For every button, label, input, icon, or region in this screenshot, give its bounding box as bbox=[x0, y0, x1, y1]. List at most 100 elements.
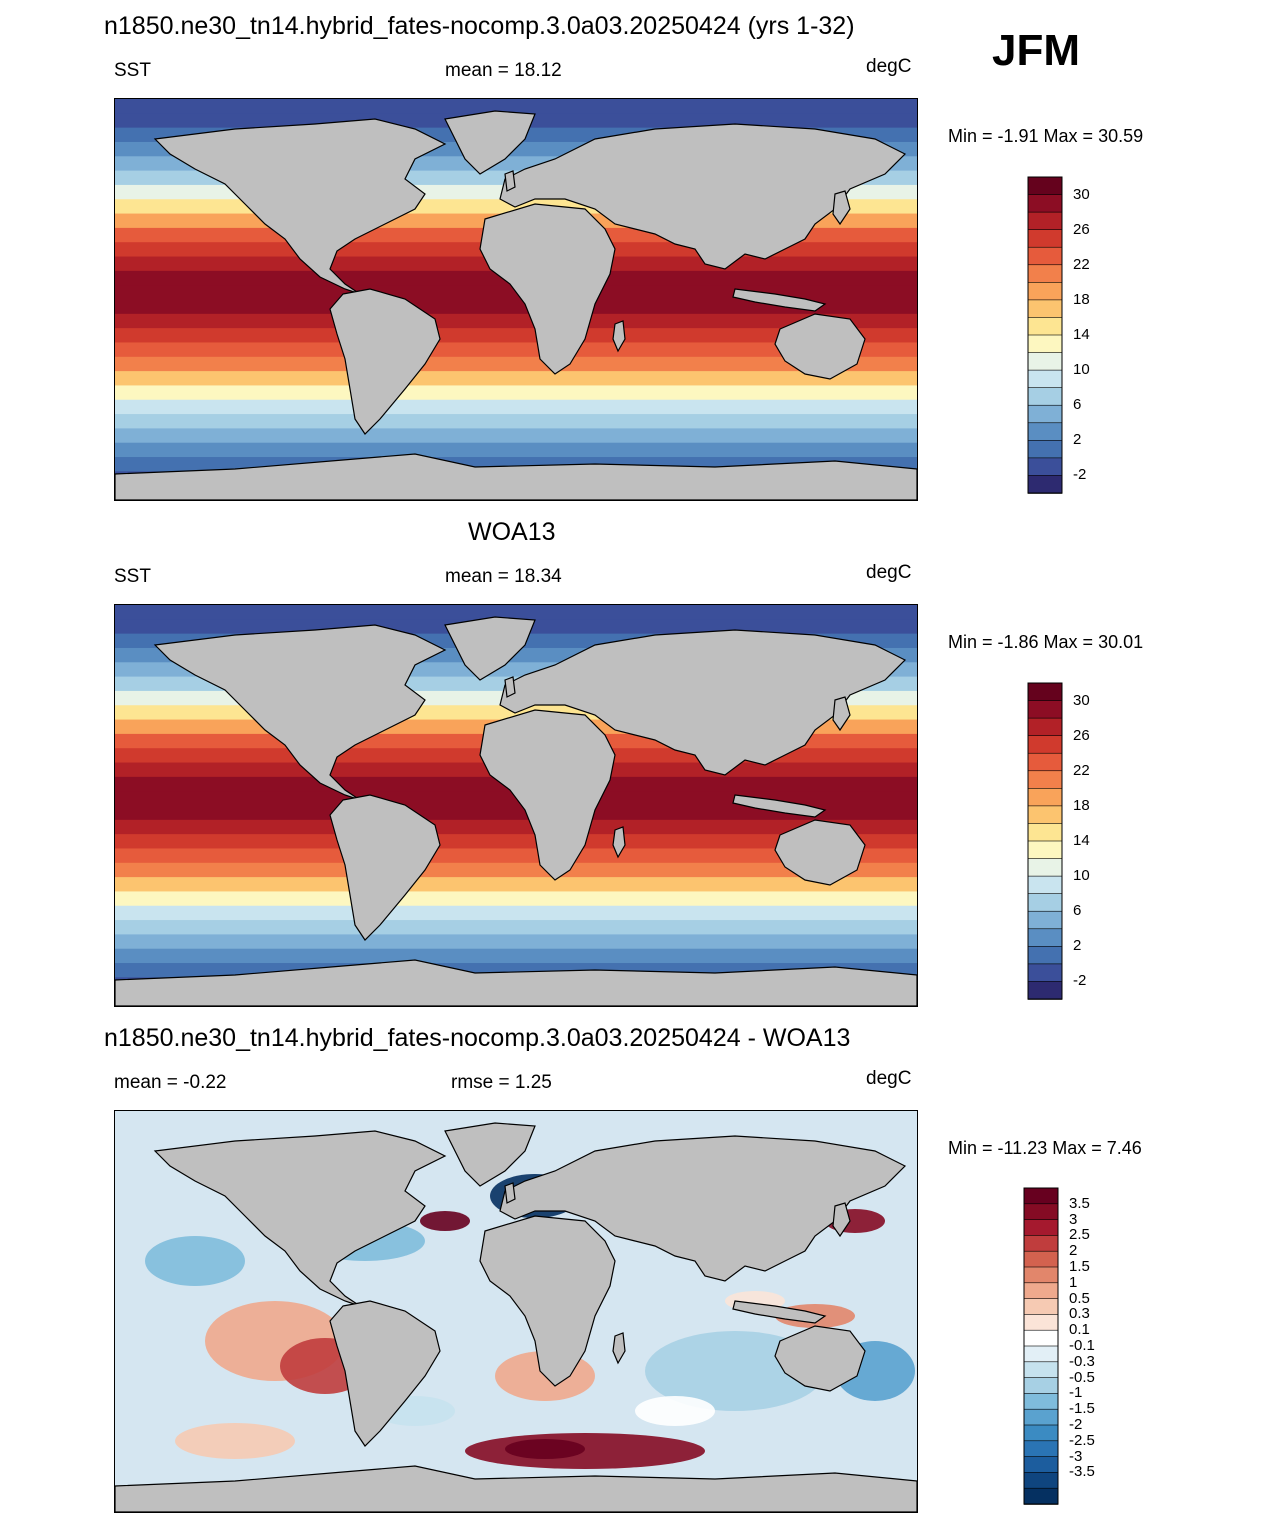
colorbar-swatch bbox=[1023, 1472, 1059, 1489]
colorbar-tick-label: 22 bbox=[1073, 761, 1090, 779]
land-australia bbox=[774, 313, 866, 380]
sst-band bbox=[115, 934, 917, 950]
colorbar-tick-label: 14 bbox=[1073, 326, 1090, 343]
colorbar-tick-label: -1 bbox=[1069, 1384, 1083, 1402]
colorbar-tick-label: -2 bbox=[1073, 466, 1087, 484]
colorbar-swatch bbox=[1027, 317, 1063, 336]
panel1-map bbox=[114, 98, 918, 501]
land-north-america bbox=[153, 118, 447, 295]
sst-band bbox=[115, 328, 917, 344]
panel1-colorbar: 30 26 22 18 14 10 6 2 -2 bbox=[1027, 176, 1107, 494]
season-label: JFM bbox=[992, 26, 1080, 75]
panel2-units: degC bbox=[866, 562, 912, 583]
colorbar-swatch bbox=[1027, 299, 1063, 319]
panel2-minmax: Min = -1.86 Max = 30.01 bbox=[948, 632, 1144, 652]
land-south-america bbox=[329, 288, 441, 435]
colorbar-swatch bbox=[1027, 875, 1063, 895]
sst-band bbox=[115, 342, 917, 358]
colorbar-swatch bbox=[1027, 211, 1063, 231]
land-uk bbox=[504, 676, 516, 698]
colorbar-swatch bbox=[1027, 387, 1063, 407]
sst-band bbox=[115, 848, 917, 864]
land-madagascar bbox=[612, 320, 626, 353]
sst-band bbox=[115, 834, 917, 850]
land-madagascar bbox=[612, 826, 626, 859]
sst-band bbox=[115, 399, 917, 416]
colorbar-swatch bbox=[1027, 176, 1063, 196]
colorbar-swatch bbox=[1027, 369, 1063, 389]
colorbar-swatch bbox=[1027, 963, 1063, 983]
colorbar-swatch bbox=[1027, 910, 1063, 930]
colorbar-swatch bbox=[1027, 735, 1063, 755]
sst-band bbox=[115, 99, 917, 115]
sst-band bbox=[115, 428, 917, 444]
land-north-america bbox=[153, 624, 447, 801]
panel1-variable: SST bbox=[114, 60, 151, 81]
colorbar-swatch bbox=[1027, 858, 1063, 877]
colorbar-tick-label: 6 bbox=[1073, 396, 1082, 414]
colorbar-swatch bbox=[1027, 422, 1063, 442]
colorbar-tick-label: 18 bbox=[1073, 796, 1090, 814]
panel3-rmse: rmse = 1.25 bbox=[451, 1072, 552, 1093]
colorbar-tick-label: 3.5 bbox=[1069, 1194, 1090, 1212]
anomaly-patch bbox=[465, 1433, 705, 1469]
colorbar-tick-label: -2.5 bbox=[1069, 1431, 1095, 1449]
colorbar-tick-label: 1 bbox=[1069, 1273, 1078, 1291]
colorbar-swatch bbox=[1027, 404, 1063, 424]
colorbar-tick-label: 0.1 bbox=[1069, 1321, 1090, 1339]
colorbar-tick-label: 0.3 bbox=[1069, 1305, 1090, 1323]
colorbar-tick-label: -3.5 bbox=[1069, 1463, 1095, 1481]
panel3-mean: mean = -0.22 bbox=[114, 1072, 227, 1093]
panel3-units: degC bbox=[866, 1068, 912, 1089]
land-greenland bbox=[444, 616, 536, 681]
land-africa bbox=[479, 1215, 616, 1387]
colorbar-swatch bbox=[1023, 1235, 1059, 1253]
land-greenland bbox=[444, 1122, 536, 1187]
colorbar-swatch bbox=[1023, 1298, 1059, 1316]
colorbar-tick-label: -0.1 bbox=[1069, 1337, 1095, 1354]
colorbar-tick-label: 10 bbox=[1073, 867, 1090, 885]
colorbar-tick-label: -0.3 bbox=[1069, 1352, 1095, 1370]
colorbar-tick-label: 18 bbox=[1073, 290, 1090, 308]
sst-band bbox=[115, 442, 917, 459]
colorbar-tick-label: -1.5 bbox=[1069, 1400, 1095, 1418]
land-north-america bbox=[153, 1130, 447, 1307]
land-japan bbox=[832, 696, 851, 732]
colorbar-swatch bbox=[1023, 1408, 1059, 1426]
colorbar-swatch bbox=[1027, 770, 1063, 790]
colorbar-swatch bbox=[1027, 352, 1063, 371]
land-eurasia bbox=[499, 123, 907, 270]
colorbar-swatch bbox=[1027, 282, 1063, 301]
colorbar-tick-label: 30 bbox=[1073, 691, 1090, 709]
colorbar-swatch bbox=[1023, 1345, 1059, 1363]
panel3-colorbar: 3.5 3 2.5 2 1.5 1 0.5 0.3 0.1 -0.1 -0.3 -0.5 -1 -1.5-… bbox=[1023, 1187, 1113, 1505]
panel1-minmax: Min = -1.91 Max = 30.59 bbox=[948, 126, 1144, 146]
sst-band bbox=[115, 905, 917, 922]
land-australia bbox=[774, 819, 866, 886]
colorbar-tick-label: -2 bbox=[1069, 1416, 1083, 1433]
land-africa bbox=[479, 709, 616, 881]
land-antarctica bbox=[115, 453, 917, 500]
colorbar-swatch bbox=[1023, 1314, 1059, 1332]
colorbar-swatch bbox=[1023, 1487, 1059, 1505]
colorbar-swatch bbox=[1023, 1361, 1059, 1379]
anomaly-patch bbox=[175, 1423, 295, 1459]
colorbar-swatch bbox=[1027, 946, 1063, 965]
colorbar-swatch bbox=[1027, 788, 1063, 807]
panel2-mean: mean = 18.34 bbox=[445, 566, 562, 587]
colorbar-swatch bbox=[1027, 700, 1063, 719]
colorbar-swatch bbox=[1023, 1250, 1059, 1268]
colorbar-swatch bbox=[1027, 334, 1063, 354]
colorbar-tick-label: 22 bbox=[1073, 255, 1090, 273]
colorbar-tick-label: 2 bbox=[1073, 937, 1082, 955]
colorbar-swatch bbox=[1027, 928, 1063, 948]
sst-band bbox=[115, 605, 917, 621]
land-greenland bbox=[444, 110, 536, 175]
panel1-title: n1850.ne30_tn14.hybrid_fates-nocomp.3.0a… bbox=[104, 12, 855, 40]
colorbar-outline bbox=[1023, 1187, 1059, 1505]
colorbar-swatch bbox=[1027, 823, 1063, 842]
anomaly-patch bbox=[420, 1211, 470, 1231]
colorbar-tick-label: 30 bbox=[1073, 185, 1090, 203]
land-antarctica bbox=[115, 1465, 917, 1512]
colorbar-swatch bbox=[1027, 440, 1063, 459]
